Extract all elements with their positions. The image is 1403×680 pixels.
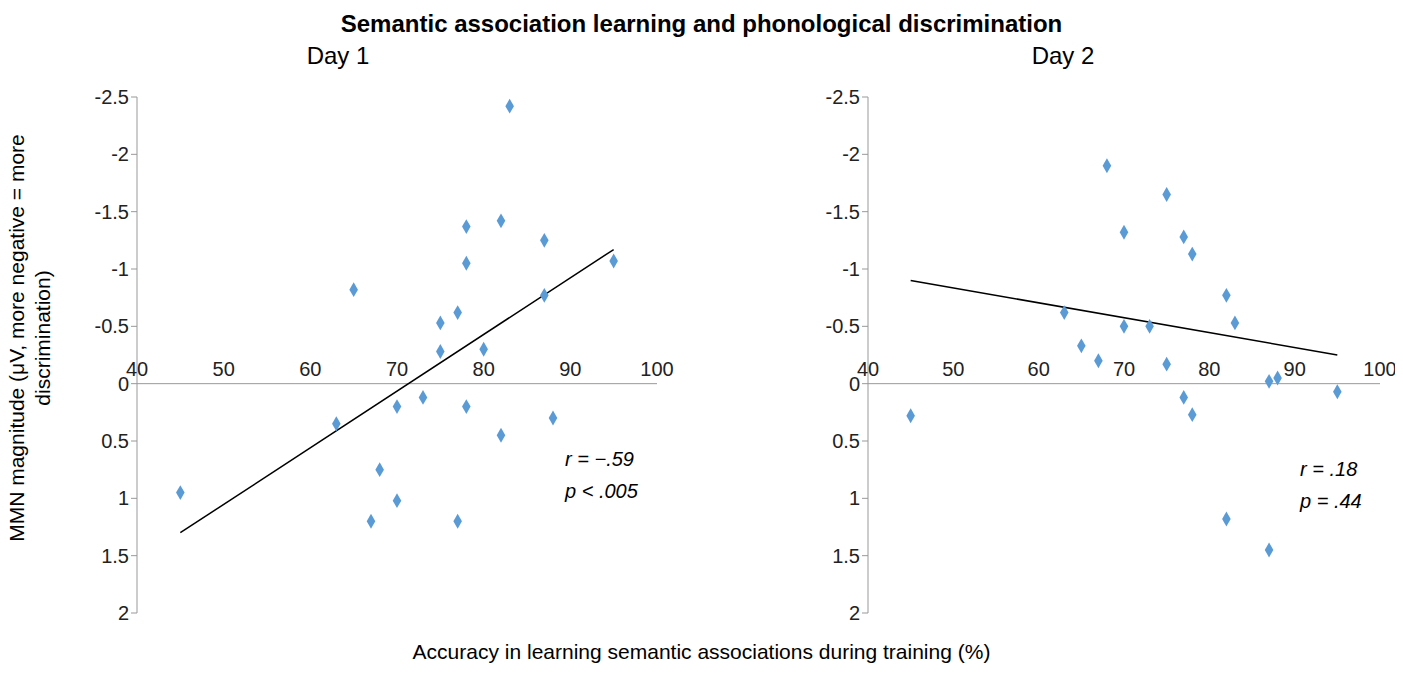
svg-text:0.5: 0.5 <box>101 430 129 452</box>
html-text:Accuracy in learning semantic: Accuracy in learning semantic associatio… <box>412 640 991 663</box>
svg-text:-1.5: -1.5 <box>95 201 129 223</box>
svg-text:100: 100 <box>640 358 673 380</box>
svg-text:2: 2 <box>849 602 860 623</box>
svg-text:-1: -1 <box>842 258 860 280</box>
svg-text:50: 50 <box>213 358 235 380</box>
svg-text:-2.5: -2.5 <box>826 87 860 108</box>
html-text:p = .44: p = .44 <box>1300 490 1362 512</box>
svg-text:-2: -2 <box>842 143 860 165</box>
html-text:p < .005: p < .005 <box>565 480 638 502</box>
svg-text:-0.5: -0.5 <box>826 315 860 337</box>
svg-text:-2: -2 <box>111 143 129 165</box>
svg-text:-0.5: -0.5 <box>95 315 129 337</box>
svg-text:-1: -1 <box>111 258 129 280</box>
svg-text:1: 1 <box>849 487 860 509</box>
html-text:r = .18: r = .18 <box>1300 458 1358 480</box>
svg-text:-2.5: -2.5 <box>95 87 129 108</box>
svg-text:90: 90 <box>559 358 581 380</box>
svg-text:90: 90 <box>1284 358 1306 380</box>
html-text:Semantic association learning: Semantic association learning and phonol… <box>340 10 1063 37</box>
svg-text:50: 50 <box>942 358 964 380</box>
svg-text:0: 0 <box>848 372 860 395</box>
svg-text:60: 60 <box>1028 358 1050 380</box>
html-text:r = −.59: r = −.59 <box>565 448 634 470</box>
svg-text:80: 80 <box>1198 358 1220 380</box>
svg-text:60: 60 <box>299 358 321 380</box>
html-text:Day 1: Day 1 <box>306 42 370 69</box>
svg-text:0.5: 0.5 <box>832 430 860 452</box>
svg-text:2: 2 <box>118 602 129 623</box>
svg-text:70: 70 <box>386 358 408 380</box>
svg-text:80: 80 <box>473 358 495 380</box>
svg-text:40: 40 <box>126 358 148 380</box>
svg-text:40: 40 <box>857 358 879 380</box>
html-text:Day 2: Day 2 <box>1031 42 1095 69</box>
svg-text:100: 100 <box>1363 358 1395 380</box>
svg-text:0: 0 <box>117 372 129 395</box>
svg-text:1.5: 1.5 <box>832 545 860 567</box>
svg-text:70: 70 <box>1113 358 1135 380</box>
svg-text:1.5: 1.5 <box>101 545 129 567</box>
svg-text:1: 1 <box>118 487 129 509</box>
svg-text:-1.5: -1.5 <box>826 201 860 223</box>
